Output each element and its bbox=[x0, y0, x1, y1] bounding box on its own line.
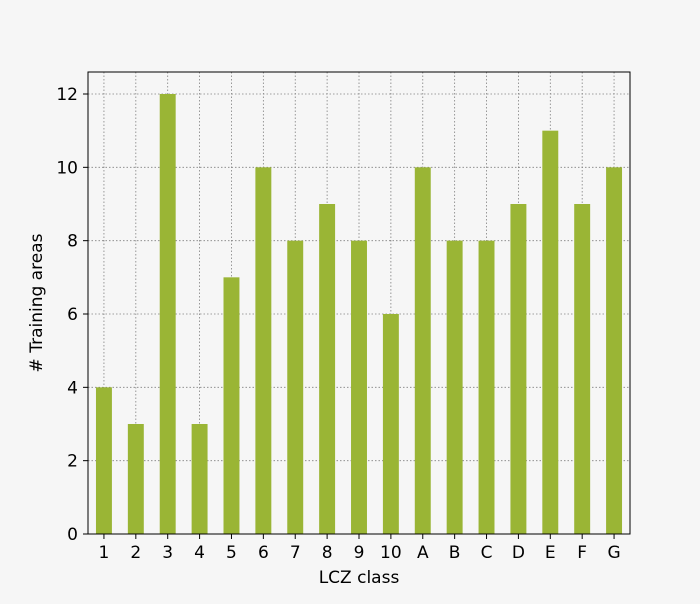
y-tick-label: 10 bbox=[56, 158, 78, 178]
bar-E bbox=[542, 130, 559, 534]
y-tick-label: 6 bbox=[67, 305, 78, 325]
bar-4 bbox=[191, 424, 208, 534]
x-tick-label: D bbox=[512, 543, 525, 563]
x-tick-label: 6 bbox=[258, 543, 269, 563]
x-tick-label: 2 bbox=[130, 543, 141, 563]
x-tick-label: 4 bbox=[194, 543, 205, 563]
x-tick-label: 3 bbox=[162, 543, 173, 563]
x-tick-label: F bbox=[577, 543, 587, 563]
y-tick-label: 2 bbox=[67, 452, 78, 472]
x-tick-label: B bbox=[449, 543, 461, 563]
bar-C bbox=[478, 240, 495, 534]
x-tick-label: 8 bbox=[322, 543, 333, 563]
x-tick-label: G bbox=[607, 543, 620, 563]
bar-8 bbox=[319, 204, 336, 534]
x-tick-label: 9 bbox=[354, 543, 365, 563]
bar-2 bbox=[127, 424, 144, 534]
x-tick-label: 10 bbox=[380, 543, 402, 563]
bar-10 bbox=[382, 314, 399, 534]
bar-3 bbox=[159, 94, 176, 534]
bar-7 bbox=[287, 240, 304, 534]
bar-B bbox=[446, 240, 463, 534]
x-axis-label: LCZ class bbox=[319, 568, 400, 588]
y-axis-label: # Training areas bbox=[27, 233, 47, 372]
x-tick-label: 7 bbox=[290, 543, 301, 563]
x-tick-label: C bbox=[481, 543, 493, 563]
bar-F bbox=[574, 204, 591, 534]
bar-5 bbox=[223, 277, 240, 534]
bar-G bbox=[606, 167, 623, 535]
x-tick-label: 1 bbox=[99, 543, 110, 563]
x-tick-label: 5 bbox=[226, 543, 237, 563]
y-tick-label: 0 bbox=[67, 525, 78, 545]
y-tick-label: 12 bbox=[56, 85, 78, 105]
x-tick-label: A bbox=[417, 543, 429, 563]
bar-9 bbox=[351, 240, 367, 534]
bar-6 bbox=[255, 167, 272, 535]
y-tick-label: 4 bbox=[67, 378, 78, 398]
x-tick-label: E bbox=[545, 543, 556, 563]
bars bbox=[95, 94, 623, 535]
bar-1 bbox=[95, 387, 112, 534]
bar-A bbox=[414, 167, 431, 535]
bar-D bbox=[510, 204, 527, 534]
y-tick-label: 8 bbox=[67, 232, 78, 252]
